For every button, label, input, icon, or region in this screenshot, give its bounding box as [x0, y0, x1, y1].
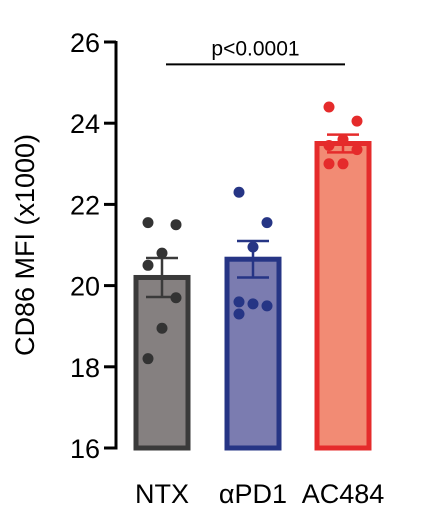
x-tick-label: αPD1	[219, 479, 287, 509]
data-point	[157, 248, 168, 259]
y-tick-label: 24	[70, 109, 100, 139]
y-tick-label: 18	[70, 353, 100, 383]
data-point	[234, 296, 245, 307]
x-tick-label: NTX	[135, 479, 189, 509]
data-point	[143, 353, 154, 364]
data-point	[171, 292, 182, 303]
data-point	[338, 158, 349, 169]
y-tick-label: 16	[70, 434, 100, 464]
data-point	[143, 260, 154, 271]
data-point	[324, 158, 335, 169]
x-tick-label: AC484	[302, 479, 385, 509]
data-point	[352, 144, 363, 155]
data-point	[248, 242, 259, 253]
data-point	[352, 116, 363, 127]
data-point	[157, 323, 168, 334]
data-point	[262, 300, 273, 311]
data-point	[171, 219, 182, 230]
y-tick-label: 22	[70, 190, 100, 220]
y-tick-label: 26	[70, 28, 100, 58]
bar-1	[227, 259, 279, 448]
x-axis: NTX αPD1 AC484	[135, 479, 384, 509]
data-point	[143, 217, 154, 228]
y-tick-label: 20	[70, 272, 100, 302]
data-point	[324, 140, 335, 151]
significance-label: p<0.0001	[211, 37, 299, 60]
bar-0	[136, 277, 188, 448]
bars-layer	[136, 135, 369, 448]
y-axis-label: CD86 MFI (x1000)	[10, 134, 40, 356]
data-point	[338, 134, 349, 145]
data-point	[234, 309, 245, 320]
data-point	[262, 217, 273, 228]
y-axis: 16 18 20 22 24 26	[70, 28, 116, 464]
significance-annotation: p<0.0001	[166, 37, 345, 64]
data-point	[324, 101, 335, 112]
data-point	[234, 187, 245, 198]
bar-2	[317, 144, 369, 449]
data-point	[248, 298, 259, 309]
